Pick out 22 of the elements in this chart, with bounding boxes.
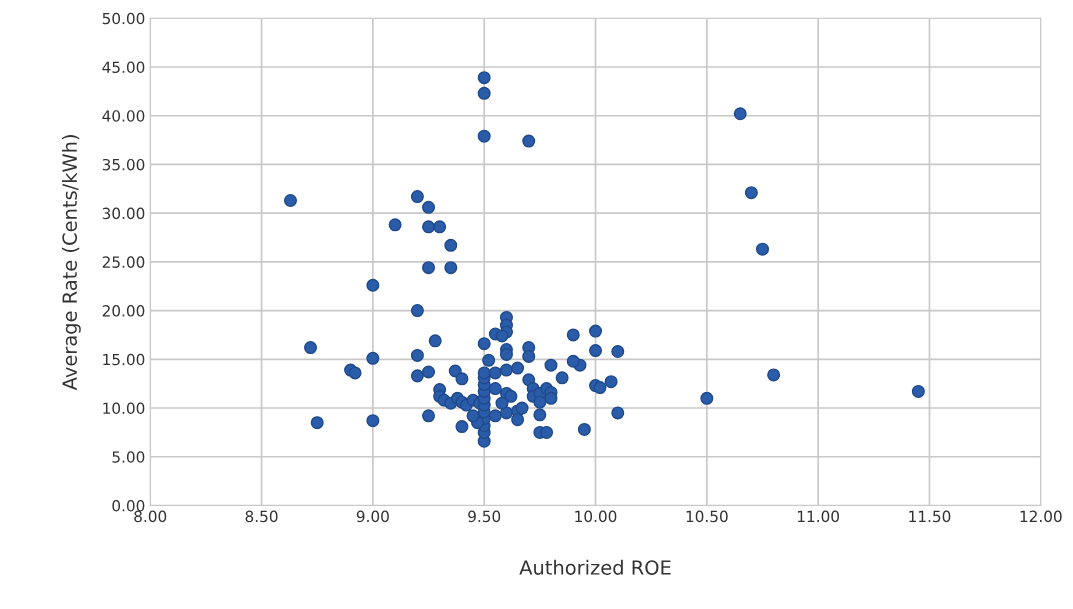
x-tick-label: 10.50 (686, 510, 728, 523)
y-tick-label: 35.00 (102, 158, 145, 171)
x-axis-title: Authorized ROE (519, 559, 671, 575)
y-tick-label: 0.00 (112, 499, 145, 512)
x-tick-label: 11.50 (909, 510, 951, 523)
y-tick-label: 15.00 (103, 353, 145, 366)
y-tick-label: 20.00 (102, 305, 145, 317)
y-tick-label: 30.00 (102, 207, 145, 220)
x-tick-label: 9.50 (468, 510, 501, 523)
x-tick-label: 10.00 (575, 510, 617, 523)
y-tick-label: 25.00 (102, 256, 145, 268)
y-axis-title: Average Rate (Cents/kWh) (61, 135, 81, 391)
y-tick-label: 5.00 (112, 451, 145, 463)
y-tick-label: 50.00 (102, 12, 145, 25)
y-tick-label: 10.00 (103, 402, 145, 415)
y-tick-label: 40.00 (102, 110, 145, 122)
y-tick-label: 45.00 (102, 61, 145, 74)
x-tick-label: 12.00 (1020, 510, 1062, 523)
x-tick-label: 9.00 (356, 510, 389, 523)
x-tick-label: 8.50 (245, 510, 278, 523)
x-tick-label: 8.00 (134, 510, 167, 523)
x-tick-label: 11.00 (797, 510, 840, 523)
